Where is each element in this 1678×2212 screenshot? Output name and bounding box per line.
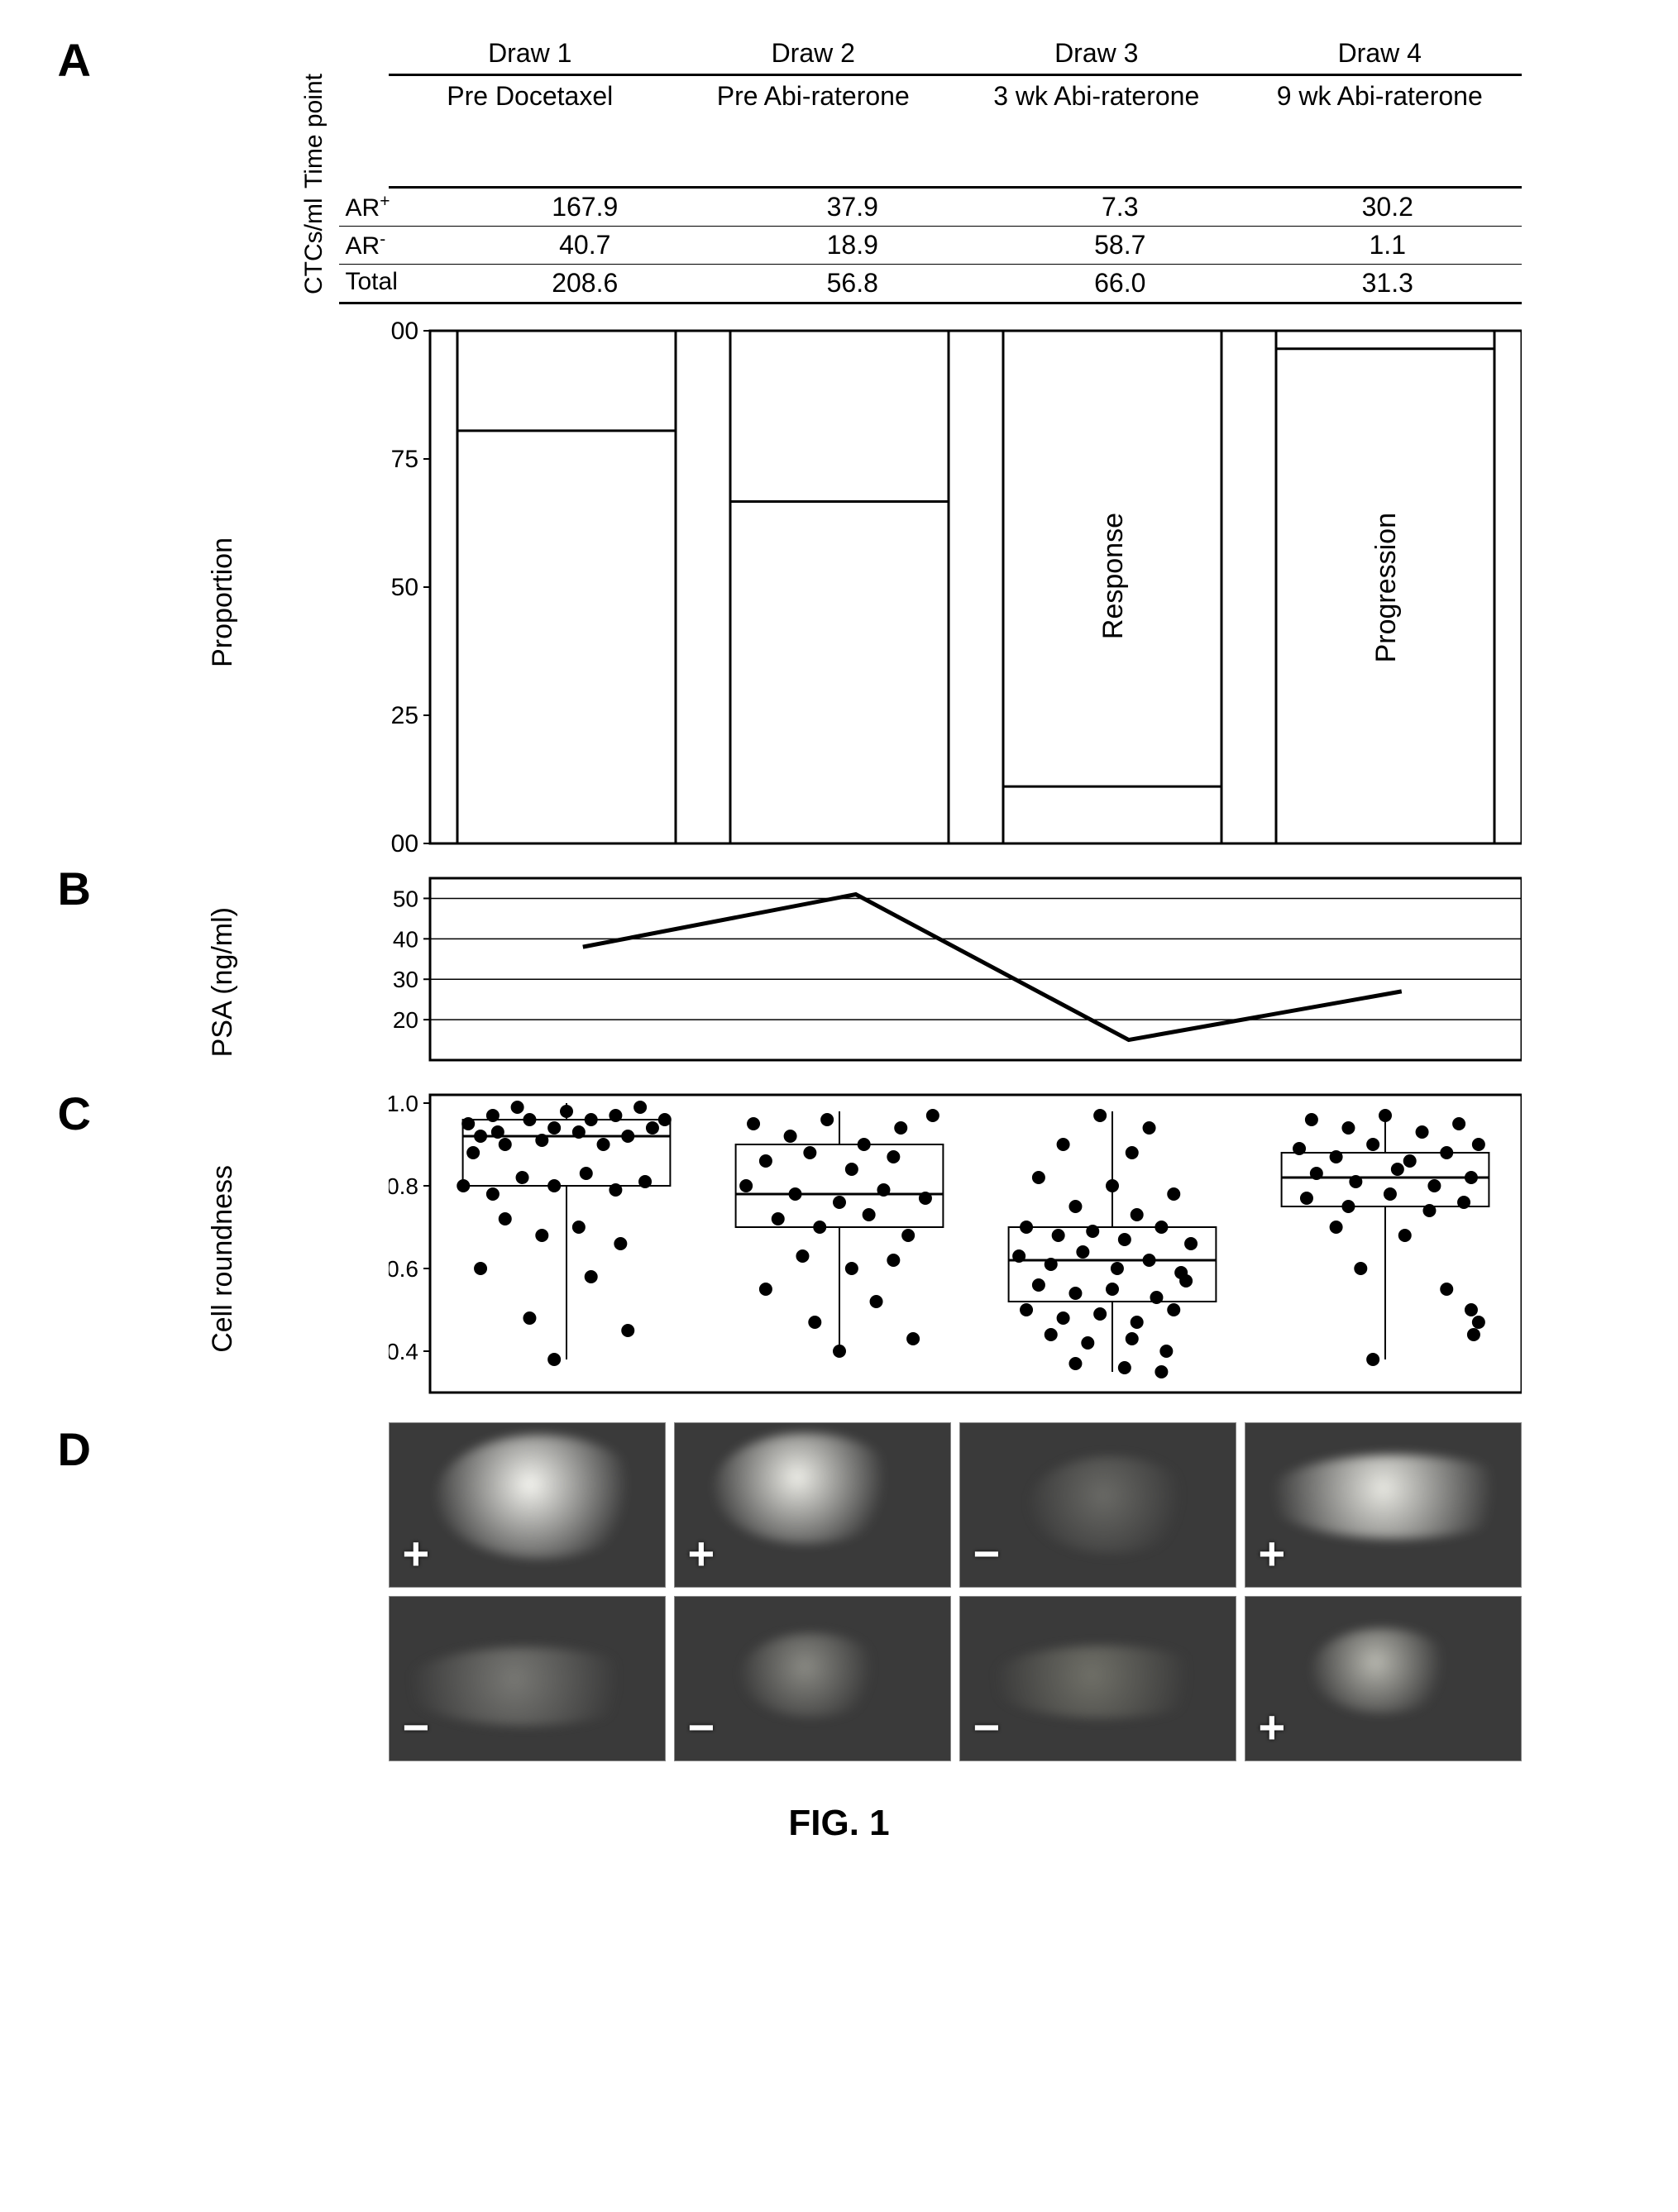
micrograph-cell: +	[674, 1422, 951, 1588]
minus-icon: −	[973, 1531, 1001, 1577]
svg-text:30: 30	[392, 967, 418, 992]
time-point-row: Pre Docetaxel Pre Abi-raterone 3 wk Abi-…	[389, 74, 1522, 189]
roundness-ylabel: Cell roundness	[207, 1165, 239, 1353]
micrograph-cell: +	[1245, 1596, 1522, 1761]
time-point: 9 wk Abi-raterone	[1238, 76, 1522, 186]
micrograph-cell: −	[674, 1596, 951, 1761]
svg-text:40: 40	[392, 926, 418, 952]
time-point: Pre Abi-raterone	[672, 76, 955, 186]
psa-svg: 20 30 40 50	[389, 870, 1522, 1077]
ctc-cell: 208.6	[452, 265, 719, 302]
psa-chart: PSA (ng/ml) 20304050	[389, 870, 1522, 1077]
ctc-table: AR+167.937.97.330.2AR-40.718.958.71.1Tot…	[339, 189, 1522, 304]
micrograph-cell: −	[389, 1596, 666, 1761]
time-point-group-label: Time point	[289, 74, 339, 189]
ctc-row-label: Total	[339, 265, 452, 302]
time-point: 3 wk Abi-raterone	[955, 76, 1239, 186]
svg-text:0.8: 0.8	[389, 1173, 418, 1199]
ctc-cell: 1.1	[1254, 227, 1522, 264]
col-header: Draw 3	[955, 33, 1239, 74]
ctc-row-label: AR-	[339, 227, 452, 264]
panel-label-d: D	[58, 1422, 91, 1476]
bar-overlay-text: Response	[1097, 513, 1130, 639]
ctc-cell: 66.0	[987, 265, 1255, 302]
svg-text:0.4: 0.4	[389, 1339, 418, 1364]
ctc-row: AR+167.937.97.330.2	[339, 189, 1522, 226]
ctc-row: AR-40.718.958.71.1	[339, 226, 1522, 264]
ctc-cell: 167.9	[452, 189, 719, 226]
svg-text:0.50: 0.50	[389, 574, 418, 601]
ctc-cell: 58.7	[987, 227, 1255, 264]
ctc-cell: 18.9	[719, 227, 987, 264]
svg-text:1.00: 1.00	[389, 318, 418, 345]
psa-ylabel: PSA (ng/ml)	[207, 907, 239, 1057]
panel-label-b: B	[58, 862, 91, 915]
bar-overlay-text: Progression	[1370, 513, 1403, 662]
svg-text:0.6: 0.6	[389, 1256, 418, 1282]
svg-text:1.0: 1.0	[389, 1091, 418, 1116]
col-header: Draw 2	[672, 33, 955, 74]
ctc-row-label: AR+	[339, 189, 452, 226]
svg-text:0.75: 0.75	[389, 446, 418, 473]
ctc-cell: 56.8	[719, 265, 987, 302]
figure-1: A Draw 1 Draw 2 Draw 3 Draw 4 Time point…	[157, 33, 1522, 1844]
micrograph-cell: −	[959, 1422, 1236, 1588]
plus-icon: +	[403, 1531, 430, 1577]
svg-text:50: 50	[392, 886, 418, 911]
col-header: Draw 4	[1238, 33, 1522, 74]
micrograph-cell: +	[1245, 1422, 1522, 1588]
roundness-chart: Cell roundness 0.40.60.81.0	[389, 1087, 1522, 1409]
minus-icon: −	[688, 1704, 715, 1751]
ctc-cell: 7.3	[987, 189, 1255, 226]
panel-label-a: A	[58, 33, 91, 87]
time-point: Pre Docetaxel	[389, 76, 672, 186]
roundness-svg: 0.4 0.6 0.8 1.0	[389, 1087, 1522, 1409]
ctc-group-label: CTCs/ml	[289, 189, 339, 304]
minus-icon: −	[403, 1704, 430, 1751]
micrograph-cell: +	[389, 1422, 666, 1588]
plus-icon: +	[688, 1531, 715, 1577]
panel-label-c: C	[58, 1087, 91, 1140]
plus-icon: +	[1259, 1704, 1286, 1751]
ctc-cell: 40.7	[452, 227, 719, 264]
svg-text:0.00: 0.00	[389, 830, 418, 858]
ctc-cell: 37.9	[719, 189, 987, 226]
ctc-row: Total208.656.866.031.3	[339, 264, 1522, 302]
proportion-ylabel: Proportion	[207, 537, 239, 667]
minus-icon: −	[973, 1704, 1001, 1751]
plus-icon: +	[1259, 1531, 1286, 1577]
ctc-cell: 31.3	[1254, 265, 1522, 302]
svg-text:0.25: 0.25	[389, 702, 418, 729]
column-headers: Draw 1 Draw 2 Draw 3 Draw 4	[389, 33, 1522, 74]
svg-text:20: 20	[392, 1007, 418, 1033]
proportion-chart: Proportion 0.000.250.500.751.00 Response…	[389, 314, 1522, 860]
ctc-cell: 30.2	[1254, 189, 1522, 226]
micrograph-cell: −	[959, 1596, 1236, 1761]
micrograph-grid: + + − + − − − +	[389, 1422, 1522, 1761]
figure-caption: FIG. 1	[157, 1803, 1522, 1844]
col-header: Draw 1	[389, 33, 672, 74]
proportion-svg: 0.00 0.25 0.50 0.75 1.00	[389, 314, 1522, 860]
